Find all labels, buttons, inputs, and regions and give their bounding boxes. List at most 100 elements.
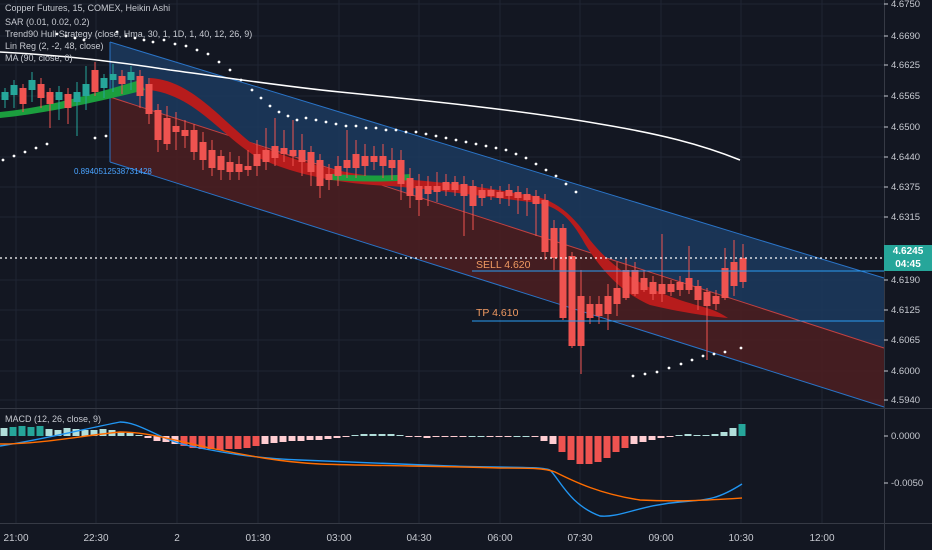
candle-body bbox=[10, 85, 18, 95]
sar-dot bbox=[259, 96, 263, 100]
sar-dot bbox=[712, 352, 716, 356]
candle-body bbox=[622, 270, 630, 298]
candle-body bbox=[100, 78, 108, 88]
candle-body bbox=[667, 284, 675, 292]
sar-dot bbox=[195, 48, 199, 52]
macd-histogram-bar bbox=[45, 429, 53, 436]
candle-body bbox=[460, 184, 468, 196]
candle-body bbox=[685, 278, 693, 290]
sar-dot bbox=[643, 372, 647, 376]
sar-dot bbox=[286, 114, 290, 118]
macd-histogram-bar bbox=[603, 436, 611, 458]
time-tick-label: 10:30 bbox=[728, 533, 753, 544]
candle-body bbox=[676, 282, 684, 290]
candle-body bbox=[478, 190, 486, 198]
sar-dot bbox=[55, 32, 59, 36]
legend-symbol[interactable]: Copper Futures, 15, COMEX, Heikin Ashi bbox=[5, 3, 171, 13]
macd-histogram-bar bbox=[666, 436, 674, 437]
sar-dot bbox=[239, 78, 243, 82]
candle-body bbox=[604, 296, 612, 314]
candle-body bbox=[712, 296, 720, 304]
macd-histogram-bar bbox=[441, 436, 449, 437]
legend-linreg[interactable]: Lin Reg (2, -2, 48, close) bbox=[5, 41, 104, 51]
macd-histogram-bar bbox=[36, 426, 44, 436]
candle-body bbox=[415, 186, 423, 200]
candle-body bbox=[658, 284, 666, 294]
macd-histogram-bar bbox=[99, 429, 107, 436]
macd-histogram-bar bbox=[369, 434, 377, 436]
candle-body bbox=[280, 148, 288, 154]
candle-body bbox=[199, 142, 207, 160]
macd-histogram-bar bbox=[225, 436, 233, 449]
time-tick-label: 2 bbox=[174, 533, 180, 544]
macd-histogram-bar bbox=[180, 436, 188, 446]
price-tick-label: 4.6065 bbox=[891, 335, 920, 346]
macd-histogram-bar bbox=[459, 436, 467, 437]
legend-strategy[interactable]: Trend90 Hull Strategy (close, Hma, 30, 1… bbox=[5, 29, 253, 39]
macd-histogram-bar bbox=[207, 436, 215, 449]
price-tick-label: 4.6500 bbox=[891, 122, 920, 133]
time-axis[interactable]: 21:00 22:30 2 01:30 03:00 04:30 06:00 07:30 09:0… bbox=[3, 533, 834, 544]
time-tick-label: 04:30 bbox=[406, 533, 431, 544]
macd-histogram-bar bbox=[639, 436, 647, 442]
candle-body bbox=[559, 228, 567, 318]
candle-body bbox=[136, 76, 144, 96]
macd-histogram-bar bbox=[243, 436, 251, 448]
sar-dot bbox=[414, 130, 418, 134]
time-tick-label: 21:00 bbox=[3, 533, 28, 544]
time-tick-label: 22:30 bbox=[83, 533, 108, 544]
macd-histogram-bar bbox=[270, 436, 278, 443]
candle-body bbox=[487, 190, 495, 196]
macd-histogram-bar bbox=[468, 436, 476, 437]
sar-dot bbox=[404, 130, 408, 134]
macd-axis[interactable]: 0.0000 -0.0050 bbox=[884, 431, 923, 489]
candle-body bbox=[613, 288, 621, 304]
macd-histogram-bar bbox=[540, 436, 548, 441]
sar-dot bbox=[64, 34, 68, 38]
candle-body bbox=[1, 92, 9, 100]
sar-dot bbox=[364, 126, 368, 130]
macd-histogram-bar bbox=[360, 434, 368, 436]
candle-body bbox=[109, 74, 117, 80]
sar-dot bbox=[295, 118, 299, 122]
macd-histogram-bar bbox=[693, 435, 701, 436]
sell-order-label[interactable]: SELL 4.620 bbox=[476, 259, 531, 271]
macd-histogram-bar bbox=[261, 436, 269, 444]
time-tick-label: 03:00 bbox=[326, 533, 351, 544]
macd-histogram-bar bbox=[720, 432, 728, 436]
sar-dot bbox=[514, 152, 518, 156]
candle-body bbox=[352, 154, 360, 168]
candle-body bbox=[514, 192, 522, 198]
candle-body bbox=[55, 92, 63, 100]
price-axis[interactable]: 4.6750 4.6690 4.6625 4.6565 4.6500 4.6440 4.63… bbox=[884, 0, 920, 406]
legend-ma[interactable]: MA (90, close, 0) bbox=[5, 53, 73, 63]
sar-dots bbox=[1, 30, 743, 378]
legend-macd[interactable]: MACD (12, 26, close, 9) bbox=[5, 414, 102, 424]
sar-dot bbox=[474, 142, 478, 146]
sar-dot bbox=[434, 134, 438, 138]
sar-dot bbox=[1, 158, 5, 162]
macd-histogram-bar bbox=[657, 436, 665, 438]
tp-order-label[interactable]: TP 4.610 bbox=[476, 307, 519, 319]
macd-line bbox=[0, 421, 743, 517]
macd-histogram-bar bbox=[117, 432, 125, 436]
sar-dot bbox=[679, 362, 683, 366]
sar-dot bbox=[524, 156, 528, 160]
candle-body bbox=[433, 186, 441, 192]
candle-body bbox=[595, 304, 603, 316]
macd-histogram-bar bbox=[144, 436, 152, 438]
macd-histogram-bar bbox=[153, 436, 161, 441]
macd-histogram-bar bbox=[729, 428, 737, 436]
macd-histogram-bar bbox=[585, 436, 593, 464]
sar-dot bbox=[484, 144, 488, 148]
current-price-tag: 4.6245 04:45 bbox=[884, 245, 932, 271]
macd-histogram-bar bbox=[54, 430, 62, 436]
candle-body bbox=[91, 70, 99, 92]
linreg-value-label: 0.8940512538731428 bbox=[74, 167, 152, 176]
macd-histogram-bar bbox=[9, 427, 17, 436]
legend-sar[interactable]: SAR (0.01, 0.02, 0.2) bbox=[5, 17, 90, 27]
sar-dot bbox=[564, 182, 568, 186]
price-tick-label: 4.6750 bbox=[891, 0, 920, 10]
candle-body bbox=[523, 194, 531, 200]
